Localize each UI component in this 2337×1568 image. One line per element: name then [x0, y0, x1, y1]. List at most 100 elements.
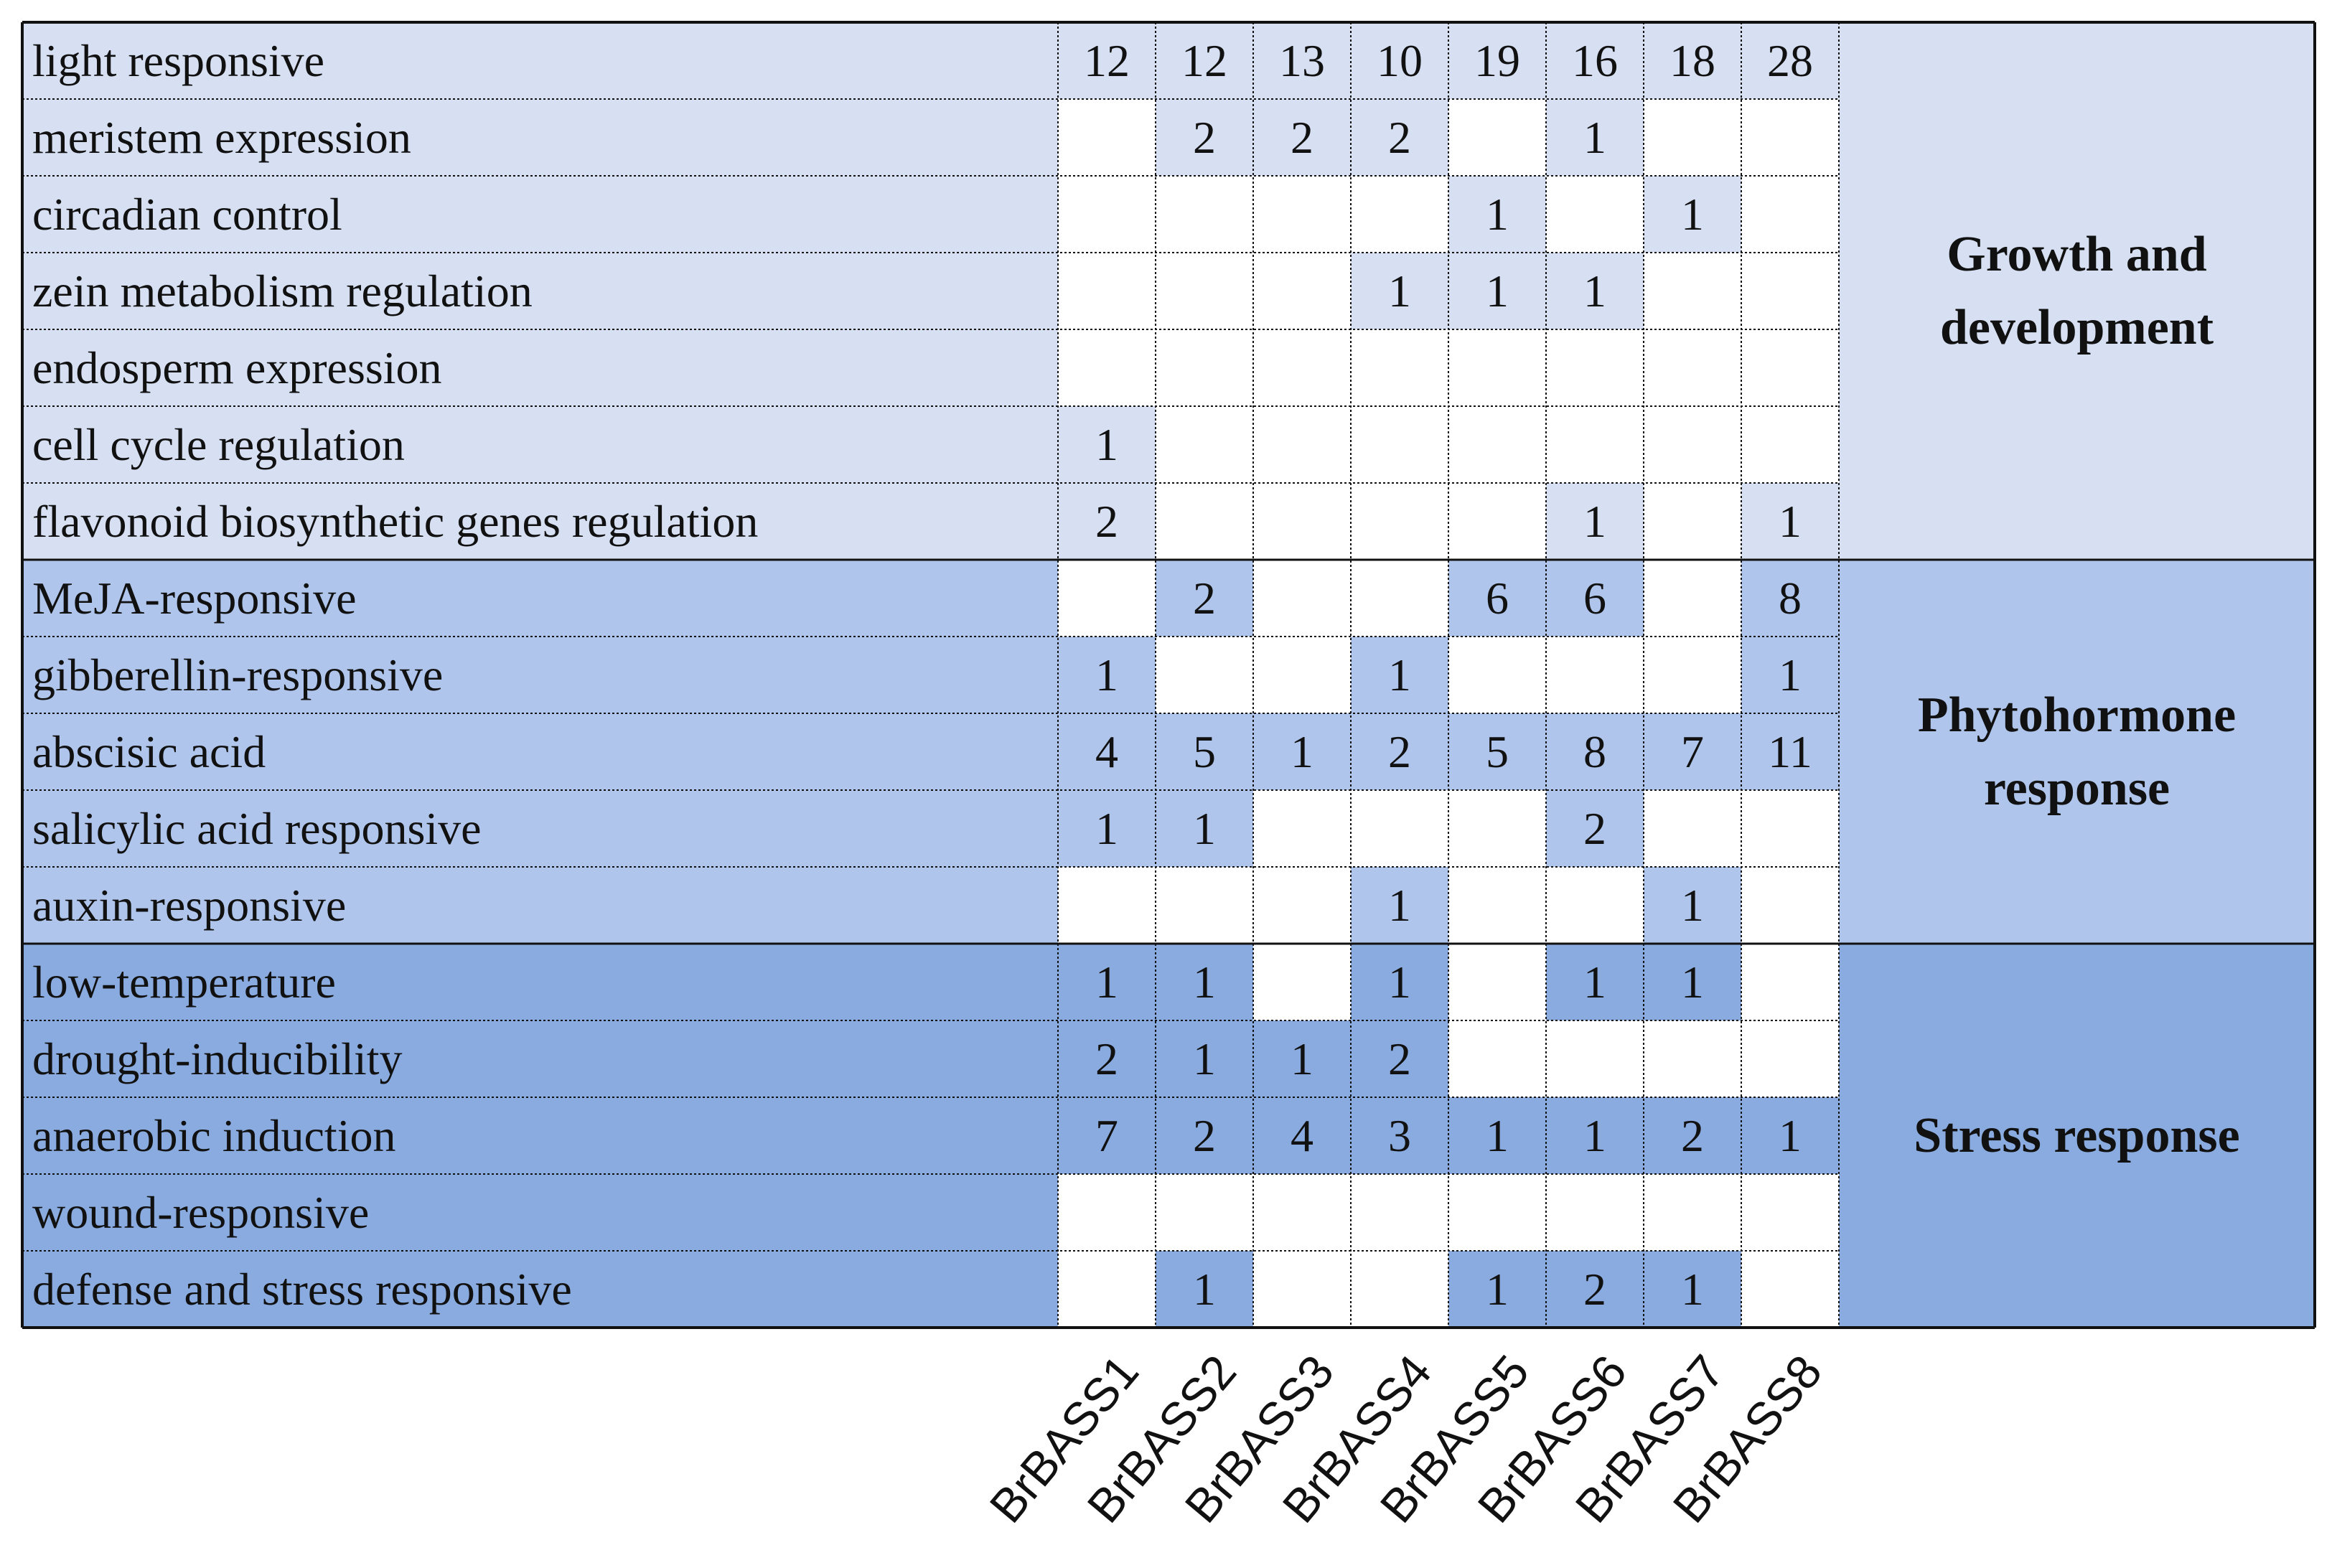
value-cell	[1644, 1174, 1741, 1251]
value-cell	[1741, 1020, 1839, 1097]
value-cell	[1546, 406, 1644, 483]
value-cell	[1253, 867, 1351, 944]
value-cell	[1644, 790, 1741, 867]
value-cell: 1	[1058, 637, 1156, 713]
value-cell	[1058, 560, 1156, 637]
value-cell	[1448, 483, 1546, 560]
row-label: wound-responsive	[22, 1174, 1058, 1251]
value-cell	[1741, 329, 1839, 406]
value-cell: 6	[1448, 560, 1546, 637]
row-label: light responsive	[22, 22, 1058, 99]
value-cell	[1644, 329, 1741, 406]
value-cell: 1	[1351, 867, 1448, 944]
value-cell: 2	[1058, 483, 1156, 560]
value-cell	[1351, 560, 1448, 637]
value-cell	[1741, 99, 1839, 176]
value-cell	[1058, 99, 1156, 176]
row-label: salicylic acid responsive	[22, 790, 1058, 867]
value-cell	[1253, 483, 1351, 560]
value-cell	[1058, 253, 1156, 329]
value-cell	[1351, 176, 1448, 253]
group-label: Stress response	[1839, 944, 2315, 1328]
row-label: endosperm expression	[22, 329, 1058, 406]
value-cell: 1	[1058, 944, 1156, 1020]
value-cell	[1644, 99, 1741, 176]
value-cell	[1448, 867, 1546, 944]
value-cell	[1156, 176, 1253, 253]
row-label: auxin-responsive	[22, 867, 1058, 944]
value-cell: 12	[1058, 22, 1156, 99]
value-cell: 1	[1546, 483, 1644, 560]
value-cell	[1546, 867, 1644, 944]
value-cell: 1	[1546, 944, 1644, 1020]
value-cell: 1	[1741, 483, 1839, 560]
value-cell	[1644, 560, 1741, 637]
value-cell	[1156, 867, 1253, 944]
value-cell	[1546, 176, 1644, 253]
value-cell: 6	[1546, 560, 1644, 637]
value-cell: 1	[1448, 1097, 1546, 1174]
value-cell: 1	[1644, 944, 1741, 1020]
row-label: circadian control	[22, 176, 1058, 253]
row-label: anaerobic induction	[22, 1097, 1058, 1174]
value-cell: 1	[1644, 176, 1741, 253]
value-cell	[1253, 790, 1351, 867]
row-label: MeJA-responsive	[22, 560, 1058, 637]
value-cell: 8	[1741, 560, 1839, 637]
value-cell: 2	[1156, 560, 1253, 637]
value-cell	[1253, 329, 1351, 406]
value-cell: 4	[1058, 713, 1156, 790]
value-cell	[1156, 253, 1253, 329]
value-cell	[1741, 406, 1839, 483]
value-cell: 5	[1156, 713, 1253, 790]
group-label: Growth and development	[1839, 22, 2315, 560]
value-cell: 1	[1546, 99, 1644, 176]
value-cell	[1156, 483, 1253, 560]
value-cell	[1448, 99, 1546, 176]
value-cell	[1058, 329, 1156, 406]
group-label: Phytohormone response	[1839, 560, 2315, 944]
value-cell	[1644, 406, 1741, 483]
value-cell: 11	[1741, 713, 1839, 790]
value-cell	[1253, 253, 1351, 329]
value-cell: 2	[1351, 99, 1448, 176]
value-cell: 5	[1448, 713, 1546, 790]
value-cell: 12	[1156, 22, 1253, 99]
value-cell	[1351, 329, 1448, 406]
value-cell	[1058, 176, 1156, 253]
value-cell	[1253, 560, 1351, 637]
value-cell	[1741, 1251, 1839, 1328]
value-cell: 19	[1448, 22, 1546, 99]
value-cell: 1	[1156, 944, 1253, 1020]
value-cell	[1351, 1174, 1448, 1251]
value-cell	[1058, 1174, 1156, 1251]
value-cell	[1253, 406, 1351, 483]
value-cell: 1	[1253, 713, 1351, 790]
value-cell	[1253, 176, 1351, 253]
value-cell: 18	[1644, 22, 1741, 99]
value-cell: 2	[1546, 790, 1644, 867]
value-cell	[1351, 790, 1448, 867]
value-cell	[1253, 1174, 1351, 1251]
value-cell: 8	[1546, 713, 1644, 790]
row-label: gibberellin-responsive	[22, 637, 1058, 713]
value-cell	[1546, 329, 1644, 406]
value-cell	[1448, 1020, 1546, 1097]
value-cell: 1	[1741, 1097, 1839, 1174]
value-cell: 1	[1351, 637, 1448, 713]
value-cell: 1	[1448, 176, 1546, 253]
value-cell: 1	[1546, 253, 1644, 329]
value-cell: 2	[1351, 1020, 1448, 1097]
value-cell: 2	[1156, 1097, 1253, 1174]
value-cell	[1644, 253, 1741, 329]
value-cell	[1741, 253, 1839, 329]
value-cell	[1351, 1251, 1448, 1328]
row-label: zein metabolism regulation	[22, 253, 1058, 329]
value-cell	[1546, 1020, 1644, 1097]
value-cell: 1	[1351, 253, 1448, 329]
value-cell	[1253, 944, 1351, 1020]
value-cell	[1448, 790, 1546, 867]
value-cell: 2	[1058, 1020, 1156, 1097]
value-cell: 7	[1644, 713, 1741, 790]
